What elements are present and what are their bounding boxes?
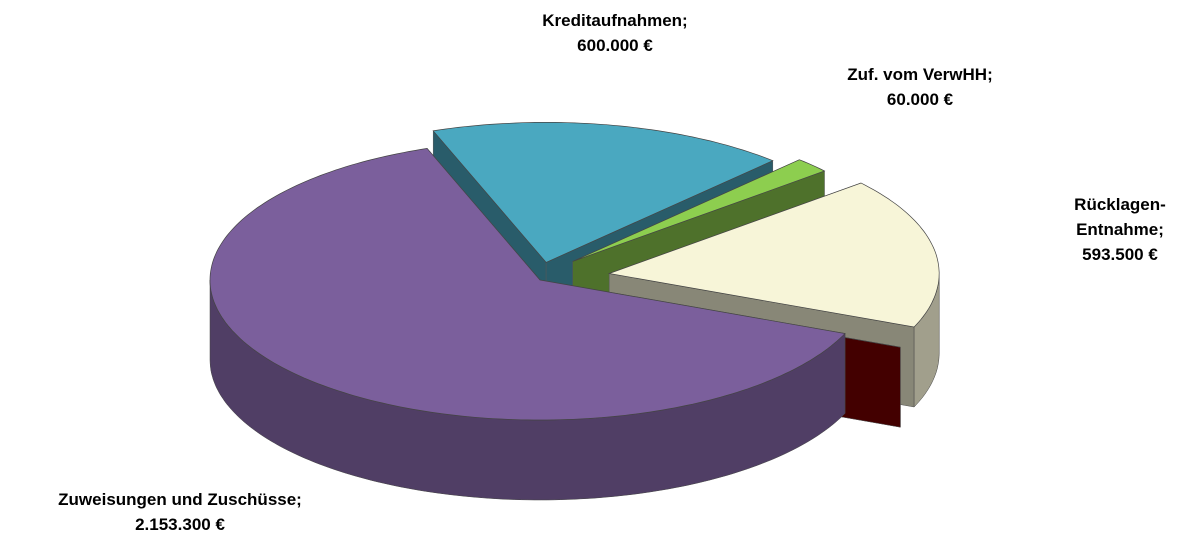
slice xyxy=(432,122,774,263)
data-label: Kreditaufnahmen; 600.000 € xyxy=(485,8,745,58)
data-label: Rücklagen-Entnahme; 593.500 € xyxy=(1060,192,1180,267)
slice xyxy=(572,159,826,262)
category-label: Rücklagen-Entnahme; xyxy=(1074,195,1166,239)
data-label: Zuweisungen und Zuschüsse; 2.153.300 € xyxy=(0,487,360,537)
slice xyxy=(209,148,846,421)
category-label: Kreditaufnahmen; xyxy=(542,11,688,30)
category-label: Zuweisungen und Zuschüsse; xyxy=(58,490,302,509)
value-label: 600.000 € xyxy=(577,36,653,55)
value-label: 2.153.300 € xyxy=(135,515,225,534)
category-label: Zuf. vom VerwHH; xyxy=(847,65,993,84)
value-label: 60.000 € xyxy=(886,90,954,109)
slice xyxy=(607,182,940,328)
value-label: 593.500 € xyxy=(1082,245,1158,264)
data-label: Zuf. vom VerwHH; 60.000 € xyxy=(820,62,1020,112)
